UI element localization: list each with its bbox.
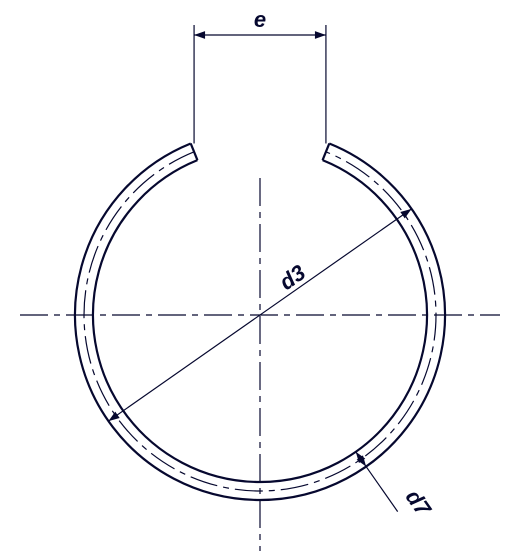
arrow-head: [315, 31, 326, 39]
arrow-head: [194, 31, 205, 39]
label-d3: d3: [275, 260, 310, 295]
label-d7: d7: [401, 485, 437, 522]
label-e: e: [254, 7, 266, 32]
